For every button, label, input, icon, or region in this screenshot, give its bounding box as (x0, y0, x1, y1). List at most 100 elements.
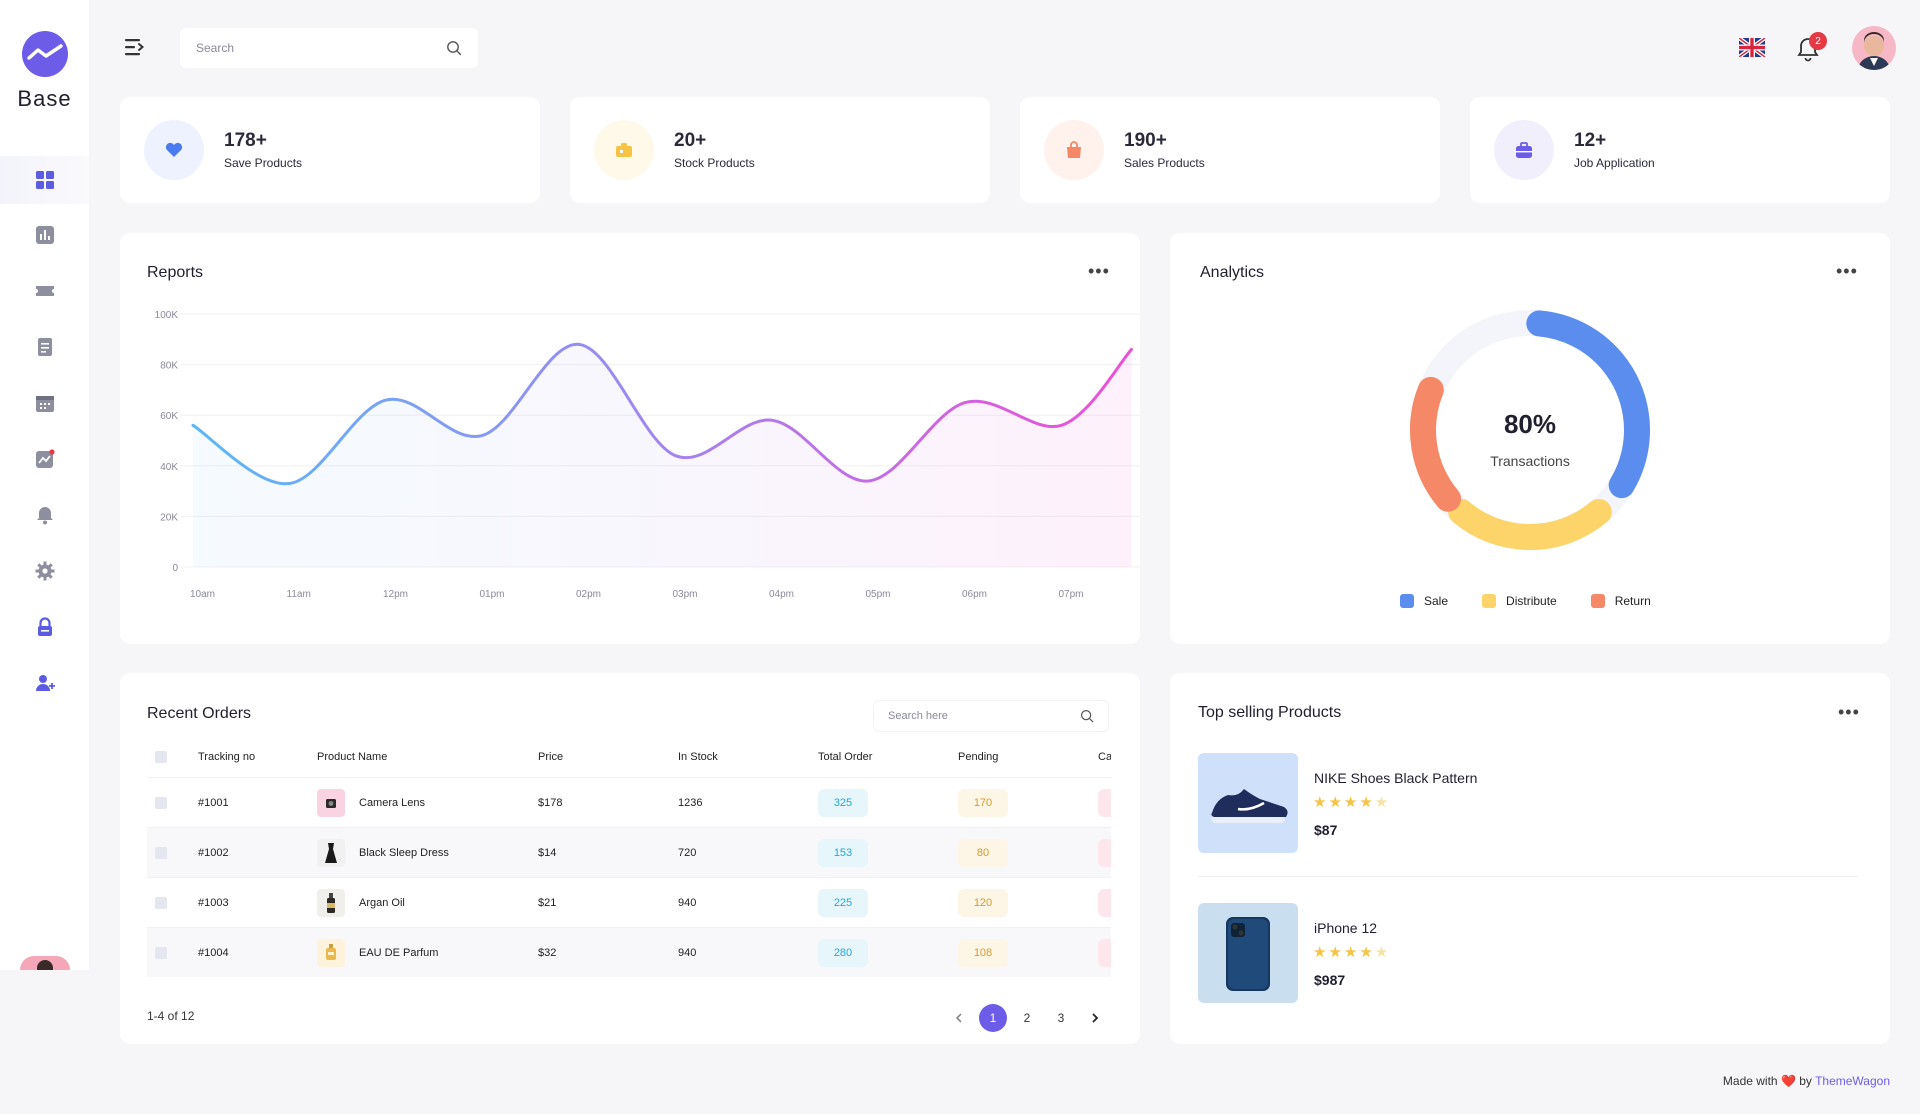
row-checkbox[interactable] (155, 846, 167, 859)
iphone-image[interactable] (1198, 903, 1298, 1003)
col-header[interactable]: Pending (958, 751, 999, 763)
price: $21 (538, 896, 557, 909)
sidebar-item-tickets[interactable] (0, 267, 89, 315)
nike-shoes-image[interactable] (1198, 753, 1298, 853)
star-icon: ★ (1374, 794, 1391, 811)
sidebar-item-calendar[interactable] (0, 379, 89, 427)
avatar[interactable] (20, 956, 70, 970)
box-icon (616, 143, 632, 157)
pending-badge: 80 (958, 838, 1008, 867)
prev-page-button[interactable] (945, 1004, 973, 1032)
table-row[interactable]: #1003 Argan Oil $21 940 225 120 (147, 877, 1111, 927)
document-icon (37, 338, 52, 356)
page-button-3[interactable]: 3 (1057, 1011, 1065, 1025)
product-name[interactable]: Camera Lens (359, 796, 426, 809)
y-tick-label: 100K (155, 310, 179, 321)
tracking-no: #1003 (198, 896, 229, 909)
perfume-image (317, 938, 345, 967)
y-tick-label: 20K (160, 512, 178, 523)
sidebar: Base (0, 0, 89, 970)
sidebar-item-users[interactable] (0, 659, 89, 707)
row-checkbox[interactable] (155, 796, 167, 809)
calendar-icon (35, 396, 54, 412)
sidebar-item-documents[interactable] (0, 323, 89, 371)
product-price: $987 (1314, 972, 1346, 988)
sidebar-item-settings[interactable] (0, 547, 89, 595)
sidebar-item-analytics[interactable] (0, 435, 89, 483)
user-avatar[interactable] (1852, 26, 1896, 70)
tracking-no: #1004 (198, 946, 229, 959)
orders-search-input[interactable] (888, 710, 1080, 722)
row-checkbox[interactable] (155, 896, 167, 909)
stat-value: 178+ (224, 130, 267, 151)
footer-brand-link[interactable]: ThemeWagon (1815, 1074, 1890, 1088)
page-button-2[interactable]: 2 (1023, 1011, 1031, 1025)
orders-title: Recent Orders (147, 705, 252, 722)
sidebar-item-charts[interactable] (0, 211, 89, 259)
sidebar-item-security[interactable] (0, 603, 89, 651)
x-tick-label: 06pm (962, 589, 987, 600)
donut-slice-distribute[interactable] (1379, 279, 1680, 580)
product-name[interactable]: Argan Oil (359, 896, 405, 909)
product-rating: ★★★★★ (1313, 943, 1390, 961)
reports-chart: 0 20K 40K 60K 80K 100K 10am 11am 12pm 01pm 02pm 03p… (155, 310, 1140, 600)
y-tick-label: 40K (160, 462, 178, 473)
table-row[interactable]: #1001 Camera Lens $178 1236 325 170 (147, 777, 1111, 827)
donut-slice-return[interactable] (1379, 279, 1680, 580)
pending-badge: 120 (958, 888, 1008, 917)
legend-label: Return (1614, 594, 1651, 608)
sidebar-item-dashboard[interactable] (0, 156, 89, 204)
col-header[interactable]: Ca (1098, 751, 1111, 763)
reports-more-icon[interactable]: ••• (1088, 261, 1110, 281)
bag-icon (1067, 141, 1081, 158)
sidebar-item-notifications[interactable] (0, 491, 89, 539)
add-user-icon (35, 675, 55, 691)
in-stock: 940 (678, 946, 697, 959)
product-name[interactable]: iPhone 12 (1314, 920, 1378, 936)
grid-icon (35, 171, 54, 189)
stat-value: 190+ (1124, 130, 1167, 151)
donut-slice-sale[interactable] (1410, 310, 1650, 550)
menu-toggle-icon[interactable] (123, 36, 145, 58)
argan-oil-image (317, 888, 345, 917)
tracking-no: #1002 (198, 846, 229, 859)
stat-icon-bg (594, 120, 654, 180)
cancel-badge (1098, 838, 1111, 867)
product-name[interactable]: NIKE Shoes Black Pattern (1314, 770, 1478, 786)
dress-image (317, 838, 345, 867)
app-name[interactable]: Base (17, 86, 72, 111)
col-header[interactable]: Tracking no (198, 751, 256, 763)
search-icon[interactable] (1080, 709, 1094, 723)
col-header[interactable]: In Stock (678, 751, 718, 763)
legend-item-distribute: Distribute (1482, 594, 1557, 608)
col-header[interactable]: Price (538, 751, 564, 763)
analytics-more-icon[interactable]: ••• (1836, 261, 1858, 281)
product-name[interactable]: EAU DE Parfum (359, 946, 439, 959)
pending-badge: 170 (958, 788, 1008, 817)
star-icon: ★ (1374, 944, 1391, 961)
series-line (191, 342, 1133, 486)
uk-flag-icon[interactable] (1737, 36, 1767, 59)
search-input[interactable] (196, 41, 446, 55)
product-name[interactable]: Black Sleep Dress (359, 846, 449, 859)
price: $178 (538, 796, 563, 809)
select-all-checkbox[interactable] (155, 751, 167, 763)
in-stock: 1236 (678, 796, 703, 809)
legend-item-return: Return (1590, 594, 1651, 608)
stat-value: 20+ (674, 130, 707, 151)
col-header[interactable]: Total Order (818, 751, 873, 763)
page-button-1[interactable]: 1 (979, 1004, 1007, 1032)
search-icon[interactable] (446, 40, 462, 56)
table-row[interactable]: #1004 EAU DE Parfum $32 940 280 108 (147, 927, 1111, 977)
top-products-more-icon[interactable]: ••• (1838, 702, 1860, 722)
next-page-button[interactable] (1081, 1004, 1109, 1032)
logo-icon[interactable] (22, 31, 68, 77)
y-tick-label: 60K (160, 411, 178, 422)
row-checkbox[interactable] (155, 946, 167, 959)
col-header[interactable]: Product Name (317, 751, 388, 763)
x-tick-label: 10am (190, 589, 215, 600)
stat-card-stock-products: 20+ Stock Products (570, 97, 990, 203)
legend-label: Distribute (1506, 594, 1557, 608)
star-icon: ★★★★ (1313, 794, 1375, 811)
table-row[interactable]: #1002 Black Sleep Dress $14 720 153 80 (147, 827, 1111, 877)
